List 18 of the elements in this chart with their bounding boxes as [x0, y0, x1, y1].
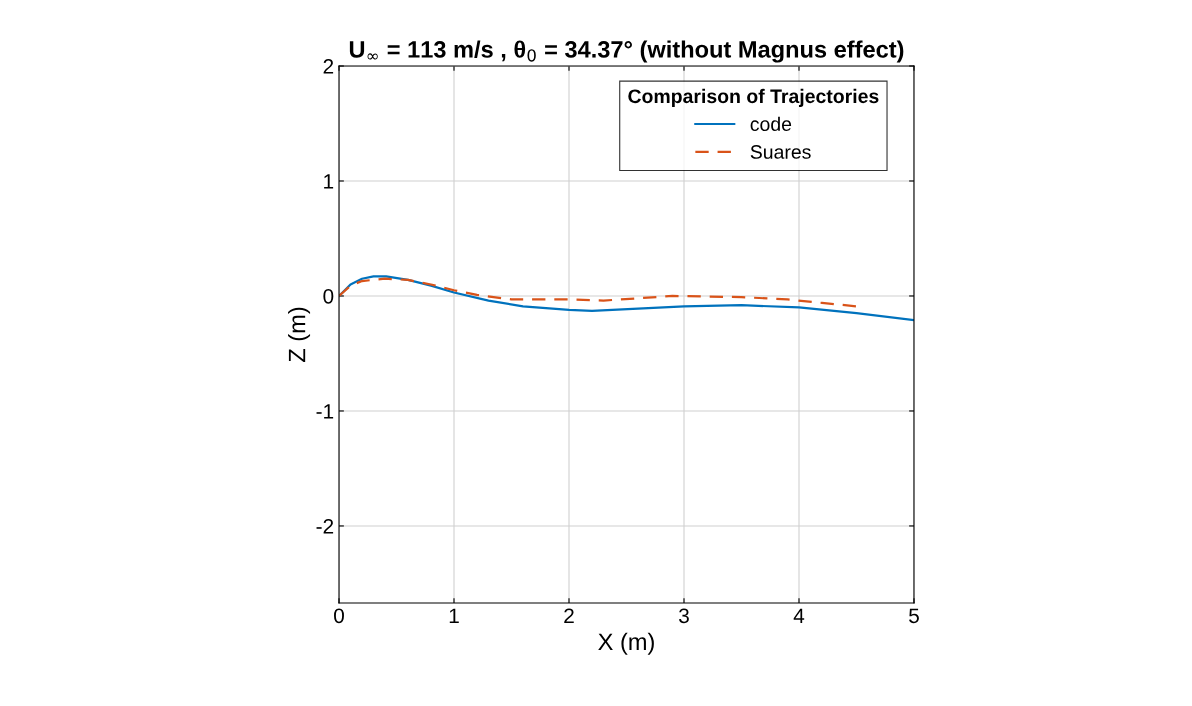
x-tick-label: 3	[679, 608, 689, 624]
y-tick-label: 0	[323, 288, 334, 304]
chart-title: U$_{∞}$ = 113 m/s , θ$_{0}$ = 34.37° (without Magnus effect)	[349, 40, 904, 63]
x-tick-label: 4	[793, 608, 805, 623]
y-tick-label: 2	[323, 59, 334, 74]
x-tick-label: 1	[449, 608, 459, 623]
legend-title: Comparison of Trajectories	[628, 88, 879, 107]
line-series	[339, 277, 858, 308]
x-tick-label: 5	[909, 608, 919, 624]
x-axis-title: X (m)	[598, 632, 654, 655]
y-tick-label: 1	[324, 174, 334, 189]
y-tick-label: -1	[316, 404, 334, 419]
y-axis-title: Z (m)	[288, 307, 311, 362]
legend-label: Suares	[750, 145, 811, 159]
x-tick-label: 0	[334, 608, 344, 624]
x-tick-label: 2	[564, 608, 574, 623]
y-tick-label: -2	[316, 518, 334, 534]
legend-label: code	[750, 116, 792, 131]
